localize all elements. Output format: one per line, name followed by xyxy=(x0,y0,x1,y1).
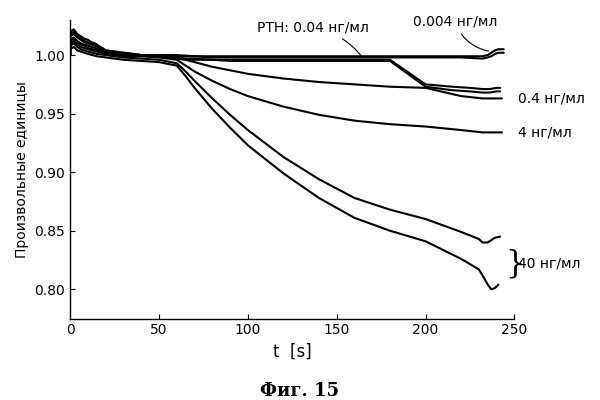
Text: 0.004 нг/мл: 0.004 нг/мл xyxy=(413,15,497,51)
Y-axis label: Произвольные единицы: Произвольные единицы xyxy=(15,81,29,258)
Text: РТН: 0.04 нг/мл: РТН: 0.04 нг/мл xyxy=(257,21,368,56)
Text: }: } xyxy=(506,248,525,279)
Text: Фиг. 15: Фиг. 15 xyxy=(260,382,340,400)
Text: 40 нг/мл: 40 нг/мл xyxy=(518,256,580,270)
X-axis label: t  [s]: t [s] xyxy=(273,343,311,361)
Text: 4 нг/мл: 4 нг/мл xyxy=(518,125,572,139)
Text: 0.4 нг/мл: 0.4 нг/мл xyxy=(518,92,585,106)
